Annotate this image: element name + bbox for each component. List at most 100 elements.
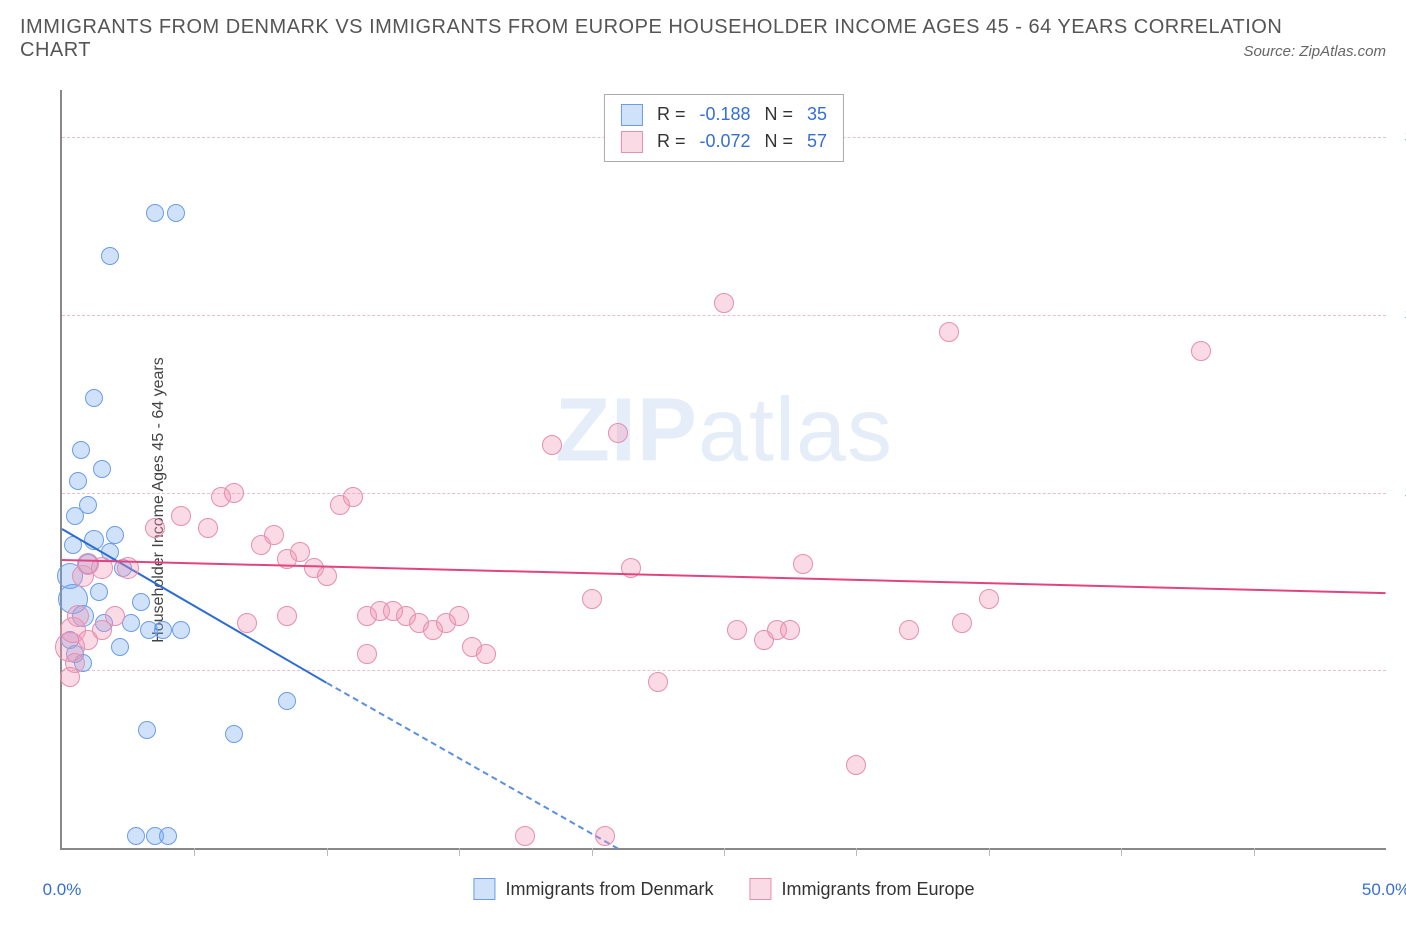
legend-item-europe: Immigrants from Europe: [749, 878, 974, 900]
x-tick: [592, 848, 593, 856]
data-point: [278, 692, 296, 710]
data-point: [79, 496, 97, 514]
grid-line-h: [62, 670, 1386, 671]
x-tick: [989, 848, 990, 856]
swatch-europe: [621, 131, 643, 153]
y-tick-label: $225,000: [1392, 305, 1406, 325]
n-label: N =: [765, 101, 794, 128]
data-point: [111, 638, 129, 656]
n-value-denmark: 35: [807, 101, 827, 128]
data-point: [793, 554, 813, 574]
y-tick-label: $150,000: [1392, 483, 1406, 503]
data-point: [727, 620, 747, 640]
data-point: [225, 725, 243, 743]
trend-line-extrapolated: [326, 682, 618, 850]
data-point: [939, 322, 959, 342]
data-point: [317, 566, 337, 586]
data-point: [582, 589, 602, 609]
legend-row-europe: R = -0.072 N = 57: [621, 128, 827, 155]
r-value-denmark: -0.188: [699, 101, 750, 128]
n-label: N =: [765, 128, 794, 155]
data-point: [952, 613, 972, 633]
watermark: ZIPatlas: [555, 380, 893, 483]
x-tick: [194, 848, 195, 856]
legend-label-denmark: Immigrants from Denmark: [505, 879, 713, 900]
data-point: [449, 606, 469, 626]
grid-line-h: [62, 315, 1386, 316]
chart-header: IMMIGRANTS FROM DENMARK VS IMMIGRANTS FR…: [0, 0, 1406, 62]
swatch-denmark: [621, 104, 643, 126]
data-point: [90, 583, 108, 601]
legend-item-denmark: Immigrants from Denmark: [473, 878, 713, 900]
data-point: [105, 606, 125, 626]
grid-line-h: [62, 493, 1386, 494]
data-point: [132, 593, 150, 611]
source-attribution: Source: ZipAtlas.com: [1243, 43, 1386, 60]
data-point: [357, 644, 377, 664]
trend-line: [62, 559, 1386, 594]
data-point: [85, 389, 103, 407]
swatch-europe: [749, 878, 771, 900]
series-legend: Immigrants from Denmark Immigrants from …: [473, 878, 974, 900]
data-point: [69, 472, 87, 490]
data-point: [146, 204, 164, 222]
x-tick-label: 0.0%: [43, 880, 82, 900]
swatch-denmark: [473, 878, 495, 900]
data-point: [1191, 341, 1211, 361]
data-point: [101, 247, 119, 265]
r-value-europe: -0.072: [699, 128, 750, 155]
data-point: [159, 827, 177, 845]
x-tick: [1254, 848, 1255, 856]
x-tick: [856, 848, 857, 856]
correlation-legend: R = -0.188 N = 35 R = -0.072 N = 57: [604, 94, 844, 162]
data-point: [595, 826, 615, 846]
data-point: [899, 620, 919, 640]
data-point: [171, 506, 191, 526]
data-point: [648, 672, 668, 692]
data-point: [145, 518, 165, 538]
x-tick: [724, 848, 725, 856]
data-point: [60, 667, 80, 687]
plot-region: ZIPatlas R = -0.188 N = 35 R = -0.072 N …: [60, 90, 1386, 850]
r-label: R =: [657, 128, 686, 155]
x-tick: [459, 848, 460, 856]
data-point: [621, 558, 641, 578]
data-point: [154, 621, 172, 639]
chart-title-line2: CHART: [20, 39, 91, 62]
data-point: [780, 620, 800, 640]
data-point: [224, 483, 244, 503]
data-point: [846, 755, 866, 775]
n-value-europe: 57: [807, 128, 827, 155]
chart-title-line1: IMMIGRANTS FROM DENMARK VS IMMIGRANTS FR…: [20, 16, 1386, 39]
data-point: [343, 487, 363, 507]
data-point: [264, 525, 284, 545]
data-point: [93, 460, 111, 478]
data-point: [72, 441, 90, 459]
data-point: [67, 605, 89, 627]
data-point: [138, 721, 156, 739]
r-label: R =: [657, 101, 686, 128]
data-point: [608, 423, 628, 443]
x-tick: [1121, 848, 1122, 856]
data-point: [106, 526, 124, 544]
data-point: [542, 435, 562, 455]
y-tick-label: $300,000: [1392, 127, 1406, 147]
x-tick: [327, 848, 328, 856]
data-point: [198, 518, 218, 538]
data-point: [979, 589, 999, 609]
legend-label-europe: Immigrants from Europe: [781, 879, 974, 900]
data-point: [277, 606, 297, 626]
data-point: [476, 644, 496, 664]
data-point: [515, 826, 535, 846]
chart-area: Householder Income Ages 45 - 64 years ZI…: [20, 90, 1386, 910]
data-point: [237, 613, 257, 633]
data-point: [167, 204, 185, 222]
y-tick-label: $75,000: [1392, 660, 1406, 680]
data-point: [714, 293, 734, 313]
watermark-light: atlas: [698, 381, 893, 481]
data-point: [127, 827, 145, 845]
legend-row-denmark: R = -0.188 N = 35: [621, 101, 827, 128]
data-point: [172, 621, 190, 639]
data-point: [290, 542, 310, 562]
x-tick-label: 50.0%: [1362, 880, 1406, 900]
